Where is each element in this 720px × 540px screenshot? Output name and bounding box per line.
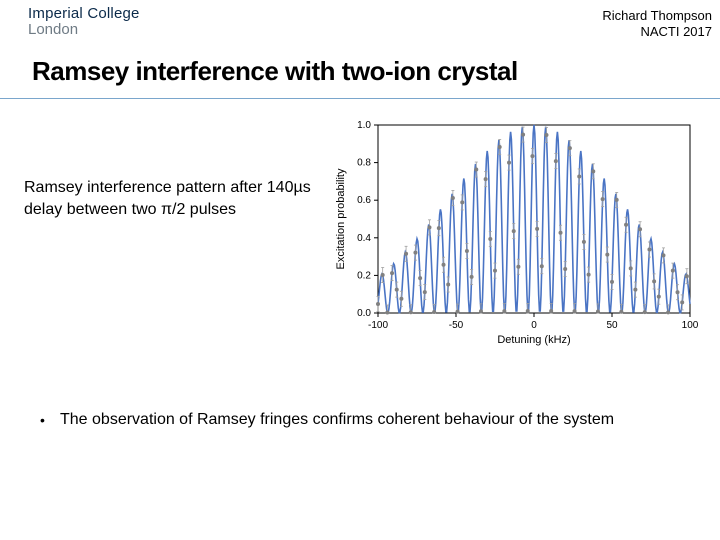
slide: Imperial College London Richard Thompson…	[0, 0, 720, 540]
body: Ramsey interference pattern after 140µs …	[0, 99, 720, 529]
chart-svg: 0.0 0.2 0.4 0.6 0.8 1.0 -100 -50 0 50 100 Detuning …	[330, 117, 700, 347]
title-band: Ramsey interference with two-ion crystal	[0, 50, 720, 99]
svg-text:0.2: 0.2	[357, 270, 371, 281]
svg-text:0: 0	[531, 320, 537, 331]
logo-line-1: Imperial College	[28, 6, 140, 22]
page-title: Ramsey interference with two-ion crystal	[32, 56, 720, 87]
institution-logo: Imperial College London	[28, 6, 140, 38]
bullet-item: • The observation of Ramsey fringes conf…	[60, 409, 660, 431]
presenter-name: Richard Thompson	[602, 8, 712, 24]
svg-text:50: 50	[606, 320, 618, 331]
event-name: NACTI 2017	[602, 24, 712, 40]
header: Imperial College London Richard Thompson…	[0, 0, 720, 50]
svg-text:-50: -50	[449, 320, 464, 331]
svg-text:0.6: 0.6	[357, 195, 371, 206]
svg-text:0.8: 0.8	[357, 158, 371, 169]
svg-text:100: 100	[682, 320, 699, 331]
bullet-icon: •	[40, 411, 45, 430]
svg-text:Detuning (kHz): Detuning (kHz)	[497, 334, 570, 346]
ramsey-chart: 0.0 0.2 0.4 0.6 0.8 1.0 -100 -50 0 50 100 Detuning …	[330, 117, 700, 347]
svg-text:0.4: 0.4	[357, 233, 371, 244]
presenter-block: Richard Thompson NACTI 2017	[602, 8, 712, 41]
svg-text:0.0: 0.0	[357, 308, 371, 319]
svg-text:1.0: 1.0	[357, 120, 371, 131]
svg-text:-100: -100	[368, 320, 388, 331]
logo-line-2: London	[28, 22, 140, 38]
bullet-text: The observation of Ramsey fringes confir…	[60, 411, 614, 428]
svg-text:Excitation probability: Excitation probability	[335, 168, 347, 269]
description-text: Ramsey interference pattern after 140µs …	[24, 177, 314, 220]
